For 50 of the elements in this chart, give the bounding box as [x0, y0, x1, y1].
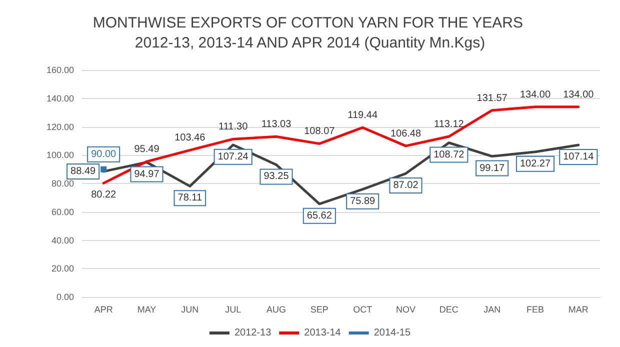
data-label: 94.97: [134, 168, 160, 180]
x-tick-label: SEP: [310, 304, 328, 314]
data-label: 111.30: [218, 122, 248, 133]
x-tick-label: OCT: [353, 304, 373, 314]
data-label: 75.89: [350, 196, 376, 207]
data-label: 88.49: [70, 166, 96, 177]
x-tick-label: JUL: [225, 304, 242, 314]
data-label: 107.24: [218, 151, 249, 162]
x-tick-label: AUG: [266, 304, 286, 314]
x-tick-label: JAN: [484, 304, 501, 314]
data-label: 99.17: [480, 162, 506, 174]
x-tick-label: MAY: [137, 304, 156, 314]
y-tick-label: 100.00: [46, 150, 74, 160]
legend-label: 2014-15: [374, 328, 411, 338]
data-label: 113.12: [434, 119, 464, 130]
data-label: 93.25: [264, 171, 290, 182]
y-tick-label: 160.00: [46, 65, 74, 75]
data-label: 80.22: [91, 190, 117, 201]
x-tick-label: FEB: [526, 304, 544, 314]
data-label: 108.07: [304, 126, 336, 138]
y-tick-label: 20.00: [51, 264, 74, 274]
data-label: 102.27: [520, 158, 551, 170]
data-label: 134.00: [563, 89, 594, 100]
chart-title: MONTHWISE EXPORTS OF COTTON YARN FOR THE YEARS 2012-13, 2013-14 AND APR 2014 (Quantity Mn.Kgs): [92, 14, 528, 52]
data-label: 87.02: [393, 180, 419, 192]
y-tick-label: 140.00: [46, 93, 74, 104]
x-tick-label: JUN: [181, 304, 199, 314]
data-label: 65.62: [306, 210, 332, 222]
data-label: 106.48: [390, 128, 422, 140]
data-label: 107.14: [563, 151, 594, 162]
y-tick-label: 40.00: [51, 235, 74, 246]
data-label: 108.72: [434, 149, 465, 160]
data-label: 113.03: [261, 119, 292, 130]
data-label: 103.46: [174, 132, 206, 144]
y-tick-label: 120.00: [46, 122, 74, 132]
data-label: 131.57: [476, 92, 508, 104]
y-tick-label: 60.00: [51, 206, 74, 217]
y-tick-label: 0.00: [56, 292, 74, 302]
legend-label: 2012-13: [234, 328, 272, 338]
data-label: 134.00: [520, 89, 551, 100]
data-label: 90.00: [91, 148, 117, 160]
y-tick-label: 80.00: [51, 178, 74, 188]
x-tick-label: MAR: [568, 304, 589, 314]
x-tick-label: APR: [94, 304, 114, 314]
data-label: 78.11: [178, 192, 202, 204]
legend-label: 2013-14: [304, 328, 342, 338]
data-label: 119.44: [348, 110, 378, 122]
x-tick-label: NOV: [396, 304, 416, 314]
data-label: 95.49: [134, 144, 160, 156]
x-tick-label: DEC: [439, 304, 459, 314]
